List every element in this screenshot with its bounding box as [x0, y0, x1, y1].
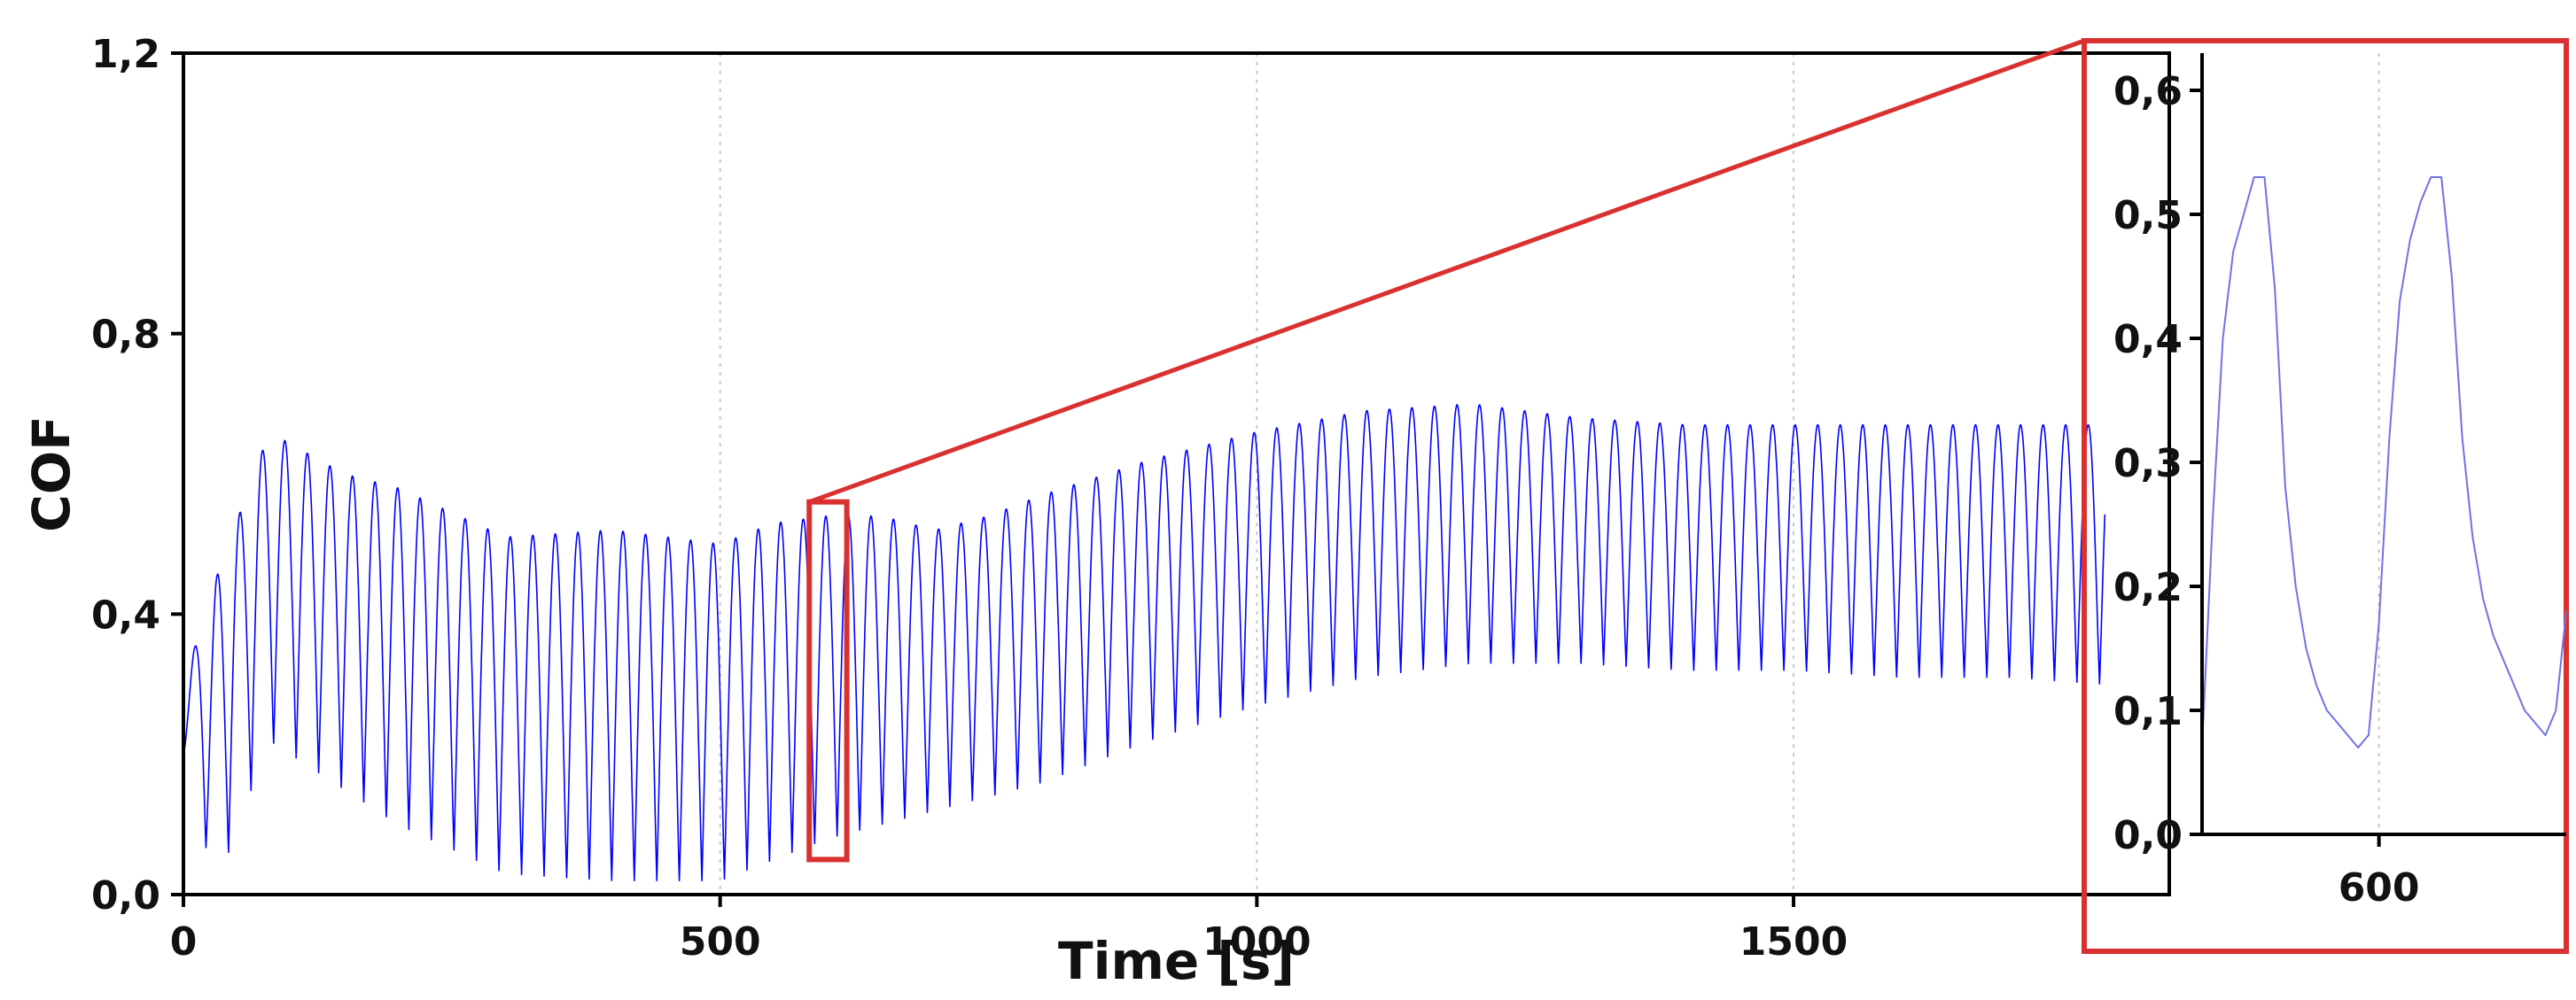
main-grid: [719, 53, 1795, 895]
inset-y-tick-label: 0,0: [2113, 813, 2183, 858]
x-tick-label: 1000: [1202, 919, 1311, 965]
y-tick-label: 0,8: [91, 313, 160, 358]
x-tick-label: 500: [680, 919, 761, 965]
cof-series-line: [183, 404, 2106, 881]
inset-x-tick-label: 600: [2339, 865, 2420, 911]
highlight-box: [806, 499, 850, 863]
y-tick-label: 1,2: [91, 32, 160, 77]
inset-border: [2082, 38, 2569, 954]
inset-axis-ticks: 600 0,0 0,1 0,2 0,3 0,4 0,5 0,6: [2113, 69, 2420, 911]
inset-y-tick-label: 0,5: [2113, 193, 2183, 238]
y-axis-title: COF: [21, 415, 82, 532]
main-cof-series: [183, 404, 2106, 881]
inset-y-tick-label: 0,4: [2113, 317, 2183, 362]
zoom-connector-lines: [808, 38, 2085, 505]
y-tick-label: 0,0: [91, 873, 160, 919]
inset-y-tick-label: 0,1: [2113, 689, 2183, 734]
inset-y-tick-label: 0,2: [2113, 565, 2183, 610]
inset-cof-line: [2201, 176, 2567, 748]
y-tick-label: 0,4: [91, 593, 160, 638]
zoom-connector-line: [808, 38, 2085, 505]
inset-y-tick-label: 0,3: [2113, 441, 2183, 486]
x-tick-label: 1500: [1739, 919, 1848, 965]
inset-chart: 600 0,0 0,1 0,2 0,3 0,4 0,5 0,6: [2082, 38, 2569, 954]
inset-axes: [2200, 53, 2566, 836]
inset-cof-series: [2201, 176, 2567, 748]
x-tick-label: 0: [170, 919, 198, 965]
x-axis-title: Time [s]: [1058, 931, 1295, 991]
main-plot-frame: [182, 51, 2171, 896]
inset-y-tick-label: 0,6: [2113, 69, 2183, 114]
main-chart: 0 500 1000 1500 0,0 0,4 0,8 1,2 Time [s] COF: [21, 32, 2171, 991]
main-axis-ticks: 0 500 1000 1500 0,0 0,4 0,8 1,2: [91, 32, 1848, 965]
